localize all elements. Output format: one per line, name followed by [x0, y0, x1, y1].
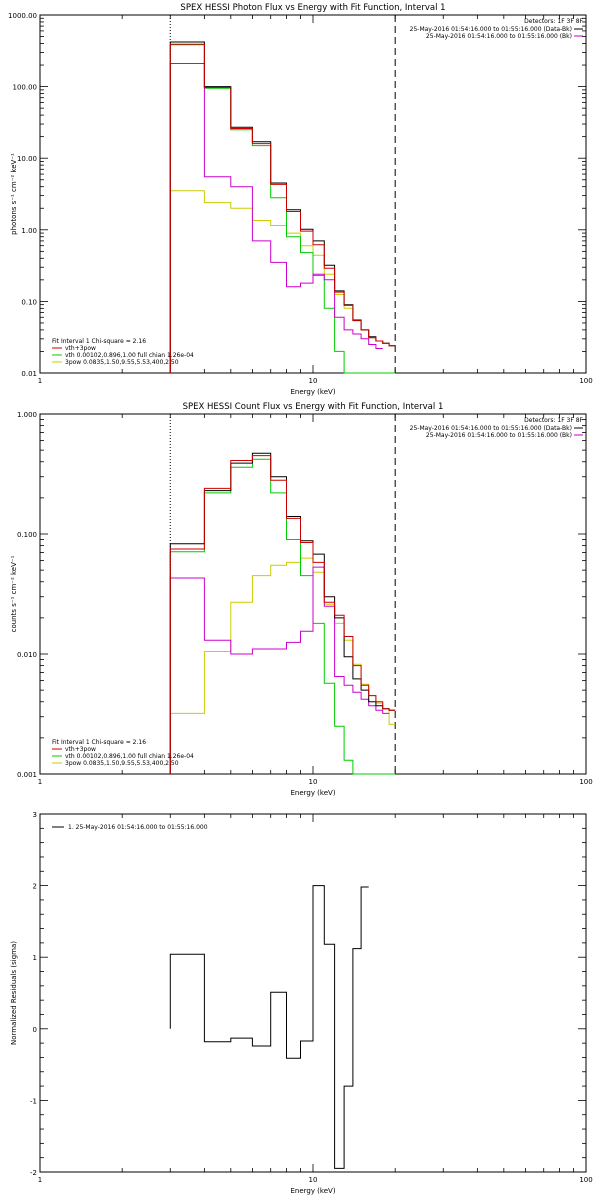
plot-frame [39, 14, 587, 374]
y-axis-label: counts s⁻¹ cm⁻² keV⁻¹ [10, 555, 18, 632]
y-tick-label: 1.000 [17, 411, 37, 419]
legend-entry-label: vth+3pow [65, 345, 96, 352]
y-tick-label: 3 [33, 811, 37, 819]
panel-1: SPEX HESSI Photon Flux vs Energy with Fi… [8, 3, 593, 396]
y-tick-label: 10.00 [17, 155, 37, 163]
series-line [169, 43, 396, 373]
legend-residuals: 1. 25-May-2016 01:54:16.000 to 01:55:16.… [52, 824, 208, 831]
series-4 [169, 63, 383, 373]
series-line [169, 63, 383, 373]
series-1 [169, 43, 396, 373]
y-tick-label: 2 [33, 883, 37, 891]
fit-interval-label: Fit Interval 1 Chi-square = 2.16 [52, 739, 146, 746]
x-tick-label: 1 [38, 1176, 42, 1184]
legend-entry-label: 1. 25-May-2016 01:54:16.000 to 01:55:16.… [68, 824, 208, 831]
series-line [169, 455, 396, 774]
legend-entry-label: vth 0.00102,0.896,1.00 full chian 1.26e-… [65, 352, 194, 359]
legend-entry-label: 3pow 0.0835,1.50,9.55,5.53,400,2.50 [65, 359, 179, 366]
x-axis-label: Energy (keV) [290, 1187, 335, 1195]
y-tick-label: -1 [30, 1097, 37, 1105]
x-tick-label: 10 [309, 778, 318, 786]
detectors-label: Detectors: 1F 3F 8F [524, 417, 583, 424]
y-tick-label: 100.00 [13, 84, 38, 92]
x-tick-label: 1 [38, 377, 42, 385]
x-axis-label: Energy (keV) [290, 789, 335, 797]
chart-title: SPEX HESSI Count Flux vs Energy with Fit… [183, 402, 444, 412]
detectors-label: Detectors: 1F 3F 8F [524, 18, 583, 25]
x-tick-label: 100 [579, 778, 592, 786]
legend-entry-label: 3pow 0.0835,1.50,9.55,5.53,400,2.50 [65, 760, 179, 767]
x-tick-label: 10 [309, 1176, 318, 1184]
legend-entry-label: 25-May-2016 01:54:16.000 to 01:55:16.000… [410, 425, 572, 432]
series-line [169, 190, 396, 373]
y-tick-label: 1.00 [21, 227, 37, 235]
y-tick-label: -2 [30, 1169, 37, 1177]
legend-entry-label: vth+3pow [65, 746, 96, 753]
y-axis-label: Normalized Residuals (sigma) [10, 941, 18, 1045]
y-tick-label: 1000.00 [8, 12, 37, 20]
legend-entry-label: vth 0.00102,0.896,1.00 full chian 1.26e-… [65, 753, 194, 760]
series-1 [169, 455, 396, 774]
x-tick-label: 100 [579, 377, 592, 385]
legend-bottom-left: Fit Interval 1 Chi-square = 2.16vth+3pow… [52, 739, 194, 767]
legend-bottom-left: Fit Interval 1 Chi-square = 2.16vth+3pow… [52, 338, 194, 366]
series-line [169, 885, 369, 1169]
x-tick-label: 100 [579, 1176, 592, 1184]
legend-entry-label: 25-May-2016 01:54:16.000 to 01:55:16.000… [410, 26, 572, 33]
fit-interval-label: Fit Interval 1 Chi-square = 2.16 [52, 338, 146, 345]
series-4 [169, 566, 390, 774]
series-line [169, 566, 390, 774]
x-tick-label: 1 [38, 778, 42, 786]
y-axis-label: photons s⁻¹ cm⁻² keV⁻¹ [10, 153, 18, 235]
panel-3: 1 10 100 -2 -1 0 1 2 3 Energy (keV) Normalized Res… [10, 811, 593, 1195]
x-tick-label: 10 [309, 377, 318, 385]
y-tick-label: 0.01 [21, 370, 37, 378]
series-0 [169, 885, 369, 1169]
legend-entry-label: 25-May-2016 01:54:16.000 to 01:55:16.000… [426, 432, 572, 439]
y-tick-label: 0 [33, 1026, 37, 1034]
legend-entry-label: 25-May-2016 01:54:16.000 to 01:55:16.000… [426, 33, 572, 40]
y-tick-label: 1 [33, 954, 37, 962]
x-axis-label: Energy (keV) [290, 388, 335, 396]
panel-2: SPEX HESSI Count Flux vs Energy with Fit… [10, 402, 593, 797]
series-3 [169, 190, 396, 373]
chart-title: SPEX HESSI Photon Flux vs Energy with Fi… [180, 3, 445, 13]
y-tick-label: 0.10 [21, 298, 37, 306]
y-tick-label: 0.010 [17, 651, 37, 659]
y-tick-label: 0.001 [17, 771, 37, 779]
y-tick-label: 0.100 [17, 531, 37, 539]
